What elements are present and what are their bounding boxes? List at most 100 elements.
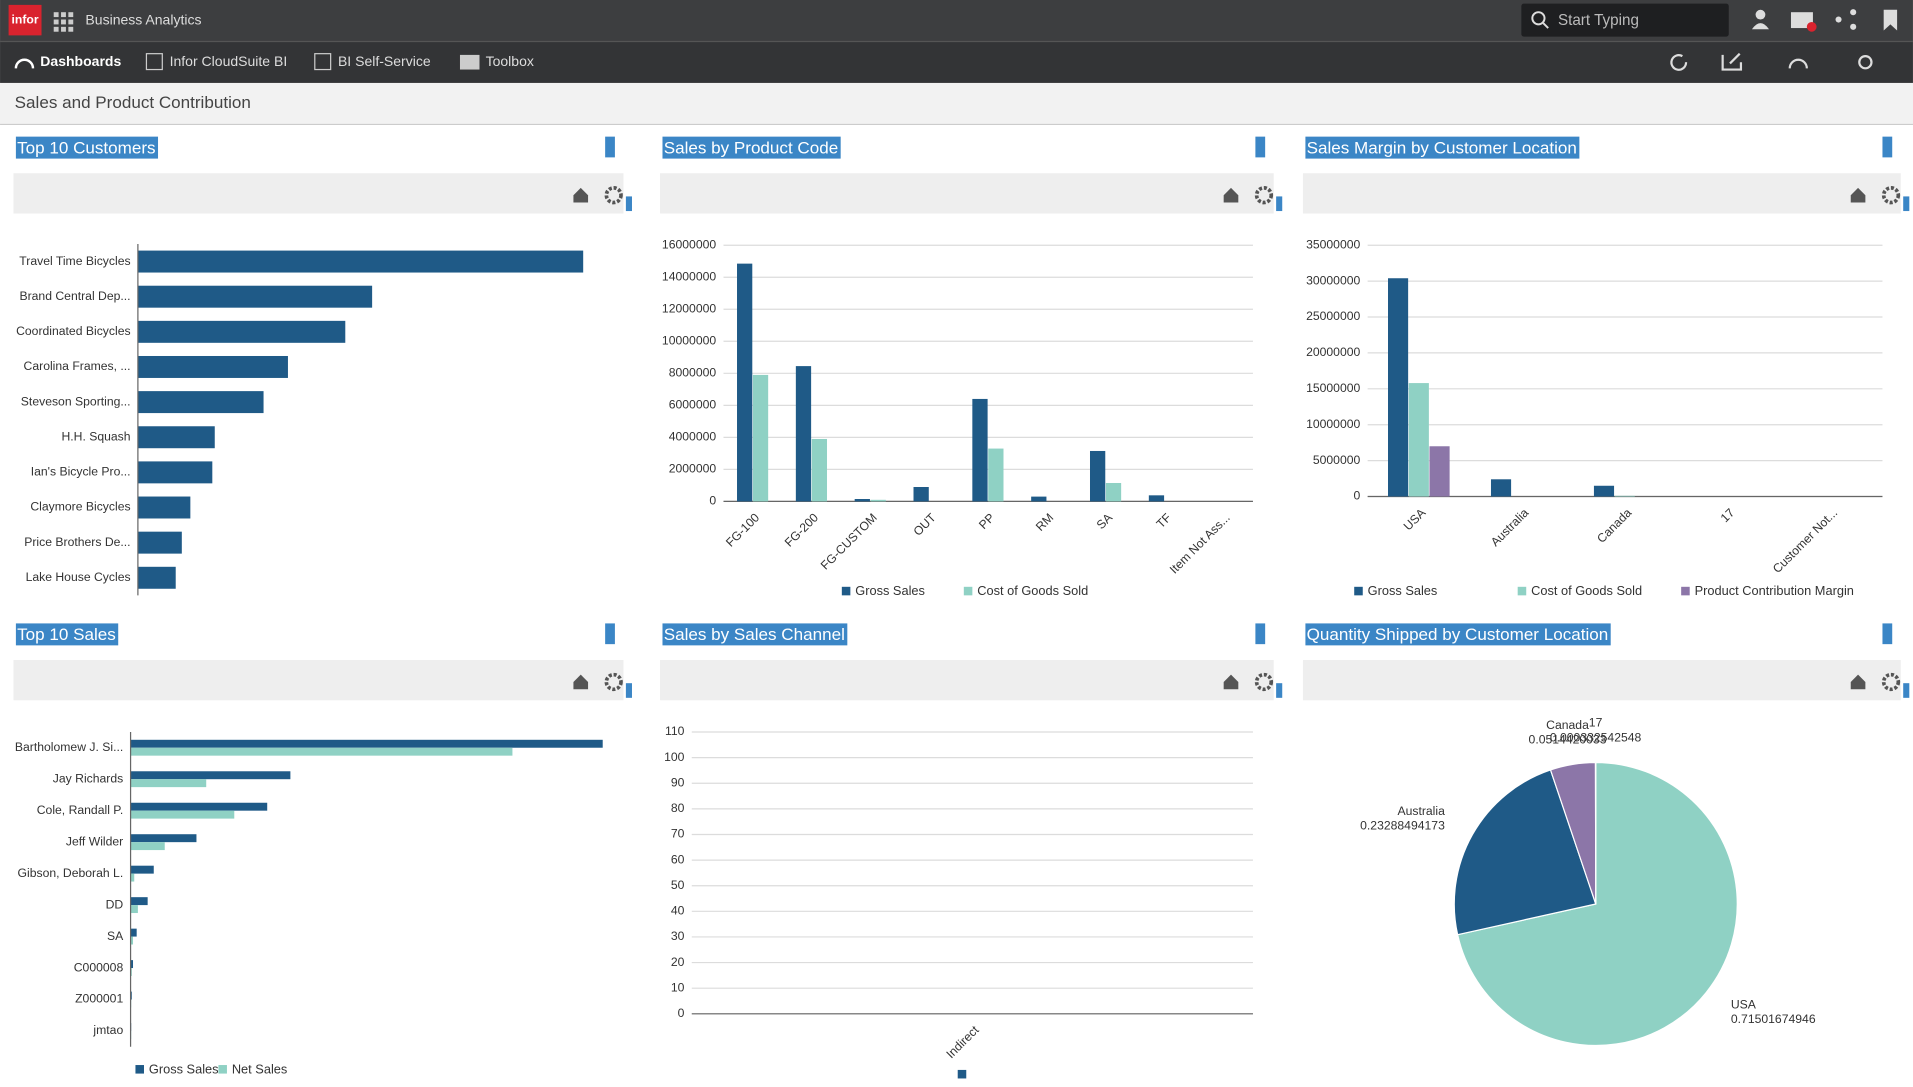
panel-toolbar — [660, 660, 1274, 701]
x-tick-label: PP — [976, 511, 997, 532]
home-icon[interactable] — [1850, 674, 1866, 690]
bar — [1089, 450, 1106, 502]
settings-icon[interactable] — [604, 672, 623, 692]
x-tick-label: USA — [1401, 505, 1429, 533]
bar — [870, 499, 886, 502]
y-tick-label: 90 — [671, 775, 685, 789]
bar — [137, 566, 176, 589]
bar — [137, 426, 215, 449]
nav-item[interactable]: Toolbox — [486, 53, 534, 69]
x-tick-label: OUT — [911, 510, 939, 538]
legend-label: Net Sales — [232, 1061, 287, 1076]
legend-swatch — [963, 586, 973, 596]
bar — [972, 398, 988, 502]
bar — [1031, 496, 1047, 502]
bar — [130, 873, 135, 882]
x-tick-label: TF — [1154, 511, 1174, 531]
slice-label: Canada — [1546, 718, 1589, 732]
home-icon[interactable] — [1850, 187, 1866, 203]
y-tick-label: 50 — [671, 878, 685, 892]
title-highlight — [1305, 136, 1580, 159]
slice-label: Australia — [1397, 804, 1445, 818]
y-tick-label: 20 — [671, 955, 685, 969]
panel-toolbar — [13, 173, 624, 214]
slice-value: 0.0514420033 — [1529, 733, 1607, 747]
nav-item[interactable]: Infor CloudSuite BI — [170, 53, 288, 69]
bar — [130, 865, 154, 874]
legend-swatch — [957, 1069, 967, 1079]
search-box[interactable] — [1521, 3, 1729, 37]
page-title: Sales and Product Contribution — [15, 93, 251, 112]
toolbar-icons[interactable] — [1670, 52, 1873, 71]
nav-icon — [14, 58, 35, 69]
nav-icon — [314, 53, 332, 71]
y-tick-label: C000008 — [74, 960, 124, 974]
apps-icon[interactable] — [53, 12, 74, 32]
y-tick-label: 8000000 — [669, 366, 717, 380]
bar — [130, 960, 134, 969]
nav-item[interactable]: BI Self-Service — [338, 53, 431, 69]
y-tick-label: 16000000 — [662, 237, 716, 251]
slice-value: 0.71501674946 — [1731, 1012, 1816, 1026]
x-tick-label: RM — [1033, 511, 1056, 534]
title-highlight — [15, 136, 159, 159]
y-tick-label: 60 — [671, 852, 685, 866]
bar — [1148, 495, 1165, 502]
legend-label: Cost of Goods Sold — [1531, 583, 1642, 598]
logo: infor — [12, 12, 39, 26]
x-tick-label: FG-CUSTOM — [818, 511, 880, 573]
bar — [1614, 495, 1635, 497]
x-tick-label: FG-100 — [723, 510, 762, 549]
settings-icon[interactable] — [604, 186, 623, 205]
bar — [130, 905, 138, 914]
home-icon[interactable] — [573, 187, 589, 203]
panel-title: Top 10 Customers — [17, 138, 155, 157]
home-icon[interactable] — [573, 674, 589, 690]
y-tick-label: 4000000 — [669, 430, 717, 444]
header-icons[interactable] — [1751, 9, 1898, 32]
bar — [752, 374, 769, 502]
slice-value: 0.000332542548 — [1550, 730, 1642, 744]
bar — [130, 771, 291, 780]
search-icon — [1531, 11, 1546, 26]
x-tick-label: Item Not Ass... — [1167, 511, 1233, 577]
y-tick-label: Steveson Sporting... — [21, 394, 131, 408]
nav-icon — [145, 53, 163, 71]
y-tick-label: 30 — [671, 929, 685, 943]
title-highlight — [1305, 623, 1611, 646]
y-tick-label: Travel Time Bicycles — [19, 254, 130, 268]
x-tick-label: 17 — [1718, 506, 1738, 526]
settings-icon[interactable] — [1254, 186, 1274, 205]
settings-icon[interactable] — [1881, 672, 1901, 692]
nav-item[interactable]: Dashboards — [40, 53, 121, 69]
panel-toolbar — [1302, 660, 1901, 701]
logo-box[interactable] — [8, 4, 42, 36]
y-tick-label: SA — [107, 929, 124, 943]
y-tick-label: Jay Richards — [53, 771, 123, 785]
x-tick-label: Australia — [1488, 506, 1532, 550]
y-tick-label: 100 — [664, 750, 685, 764]
panel-marker — [1903, 196, 1910, 212]
title-highlight — [662, 136, 841, 159]
legend-label: Gross Sales — [855, 583, 925, 598]
search-icon — [1542, 22, 1549, 29]
y-tick-label: 15000000 — [1306, 381, 1360, 395]
y-tick-label: 110 — [665, 724, 685, 738]
bar — [130, 779, 207, 788]
panel-toolbar — [1302, 173, 1901, 214]
legend-swatch — [1681, 586, 1690, 596]
title-highlight — [662, 623, 848, 646]
legend-label: Gross Sales — [1368, 583, 1438, 598]
settings-icon[interactable] — [1254, 672, 1274, 692]
bar — [130, 747, 513, 756]
panel-marker — [1255, 136, 1266, 158]
panel-marker — [1255, 623, 1266, 645]
panel-marker — [605, 136, 615, 158]
y-tick-label: jmtao — [92, 1023, 123, 1037]
settings-icon[interactable] — [1881, 186, 1901, 205]
bar — [137, 250, 584, 273]
y-tick-label: 10000000 — [1306, 417, 1360, 431]
bar — [1593, 485, 1615, 497]
panel-marker — [1882, 136, 1893, 158]
